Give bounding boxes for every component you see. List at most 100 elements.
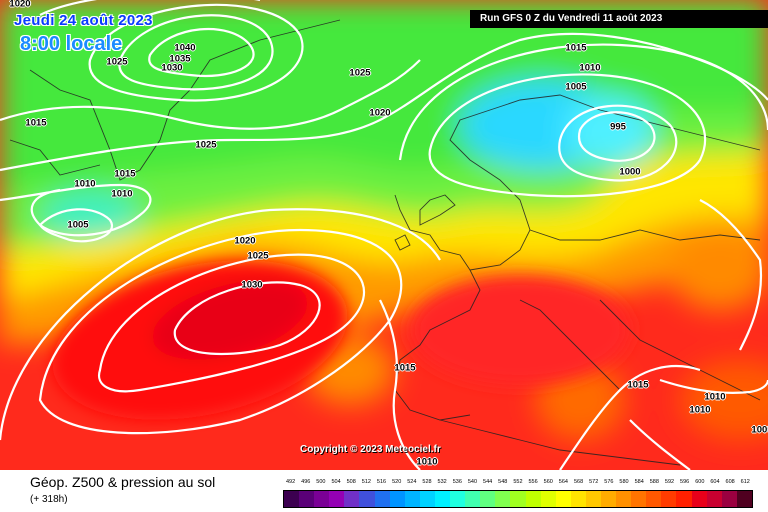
forecast-date: Jeudi 24 août 2023 <box>14 12 153 29</box>
scale-swatch <box>661 491 677 507</box>
scale-swatch <box>631 491 647 507</box>
forecast-range: (+ 318h) <box>30 494 68 505</box>
isobar-label: 1010 <box>111 188 133 200</box>
scale-swatch <box>404 491 420 507</box>
isobar-label: 1010 <box>704 391 726 403</box>
isobar-lines <box>0 0 768 470</box>
isobar-label: 1005 <box>751 424 768 436</box>
scale-tick: 564 <box>558 479 568 485</box>
isobar-label: 1015 <box>25 117 47 129</box>
isobar-label: 1025 <box>195 139 217 151</box>
scale-swatch <box>359 491 375 507</box>
weather-map: Jeudi 24 août 2023 8:00 locale Run GFS 0… <box>0 0 768 470</box>
product-title: Géop. Z500 & pression au sol <box>30 474 216 490</box>
isobar-label: 1005 <box>565 81 587 93</box>
scale-tick: 584 <box>634 479 644 485</box>
scale-tick: 552 <box>513 479 523 485</box>
isobar-label: 1005 <box>67 219 89 231</box>
scale-swatch <box>510 491 526 507</box>
scale-swatch <box>721 491 737 507</box>
scale-tick: 544 <box>483 479 493 485</box>
scale-tick: 536 <box>452 479 462 485</box>
scale-tick: 540 <box>467 479 478 485</box>
isobar-label: 995 <box>610 121 626 133</box>
scale-tick: 548 <box>498 479 508 485</box>
color-scale <box>283 490 753 508</box>
scale-tick: 532 <box>437 479 447 485</box>
scale-swatch <box>374 491 390 507</box>
isobar-label: 1015 <box>565 42 587 54</box>
forecast-time: 8:00 locale <box>20 33 123 55</box>
isobar-label: 1030 <box>161 62 183 74</box>
isobar-label: 1025 <box>247 250 269 262</box>
scale-tick: 516 <box>376 479 387 485</box>
scale-tick: 496 <box>301 479 311 485</box>
isobar-label: 1015 <box>114 168 136 180</box>
isobar-label: 1010 <box>74 178 96 190</box>
isobar-label: 1010 <box>689 404 711 416</box>
scale-tick: 492 <box>285 479 296 485</box>
scale-swatch <box>585 491 601 507</box>
scale-swatch <box>299 491 315 507</box>
isobar-label: 1020 <box>234 235 256 247</box>
scale-tick: 556 <box>528 479 538 485</box>
run-info: Run GFS 0 Z du Vendredi 11 août 2023 <box>470 10 768 28</box>
scale-swatch <box>540 491 556 507</box>
isobar-label: 1025 <box>106 56 128 68</box>
scale-tick: 512 <box>361 479 371 485</box>
scale-tick: 572 <box>589 479 599 485</box>
scale-swatch <box>434 491 451 507</box>
scale-tick: 504 <box>331 479 341 485</box>
scale-swatch <box>600 491 617 507</box>
scale-tick: 612 <box>740 479 750 485</box>
scale-tick: 528 <box>422 479 432 485</box>
scale-swatch <box>284 491 300 507</box>
scale-swatch <box>465 491 481 507</box>
isobar-label: 1010 <box>416 456 438 468</box>
isobar-label: 1035 <box>169 53 191 65</box>
scale-tick: 604 <box>710 479 720 485</box>
scale-tick: 580 <box>619 479 629 485</box>
scale-tick: 596 <box>680 479 690 485</box>
scale-swatch <box>616 491 632 507</box>
z500-field <box>0 0 768 470</box>
scale-tick: 524 <box>407 479 417 485</box>
scale-swatch <box>344 491 360 507</box>
scale-tick: 608 <box>725 479 735 485</box>
scale-swatch <box>676 491 692 507</box>
scale-tick: 520 <box>392 479 402 485</box>
scale-ticks: 492 496 500 504 508 512 516 520 524 528 532 536 540 5… <box>283 479 753 489</box>
isobar-label: 1015 <box>394 362 416 374</box>
scale-swatch <box>555 491 571 507</box>
isobar-label: 1025 <box>349 67 371 79</box>
scale-tick: 568 <box>573 479 584 485</box>
scale-swatch <box>495 491 511 507</box>
scale-tick: 592 <box>664 479 675 485</box>
scale-swatch <box>736 491 752 507</box>
scale-tick: 560 <box>543 479 553 485</box>
scale-swatch <box>314 491 330 507</box>
scale-swatch <box>525 491 541 507</box>
scale-tick: 500 <box>316 479 326 485</box>
scale-tick: 508 <box>346 479 356 485</box>
scale-swatch <box>691 491 707 507</box>
scale-tick: 588 <box>649 479 659 485</box>
isobar-label: 1020 <box>369 107 391 119</box>
scale-swatch <box>329 491 345 507</box>
isobar-label: 1015 <box>627 379 649 391</box>
copyright: Copyright © 2023 Meteociel.fr <box>300 444 441 455</box>
scale-swatch <box>450 491 466 507</box>
scale-tick: 600 <box>695 479 705 485</box>
isobar-label: 1020 <box>9 0 31 10</box>
isobar-label: 1040 <box>174 42 196 54</box>
isobar-label: 1000 <box>619 166 641 178</box>
scale-swatch <box>646 491 662 507</box>
scale-swatch <box>570 491 586 507</box>
scale-swatch <box>480 491 496 507</box>
isobar-label: 1010 <box>579 62 601 74</box>
isobar-label: 1030 <box>241 279 263 291</box>
scale-swatch <box>389 491 405 507</box>
scale-swatch <box>706 491 722 507</box>
scale-tick: 576 <box>604 479 614 485</box>
scale-swatch <box>419 491 435 507</box>
